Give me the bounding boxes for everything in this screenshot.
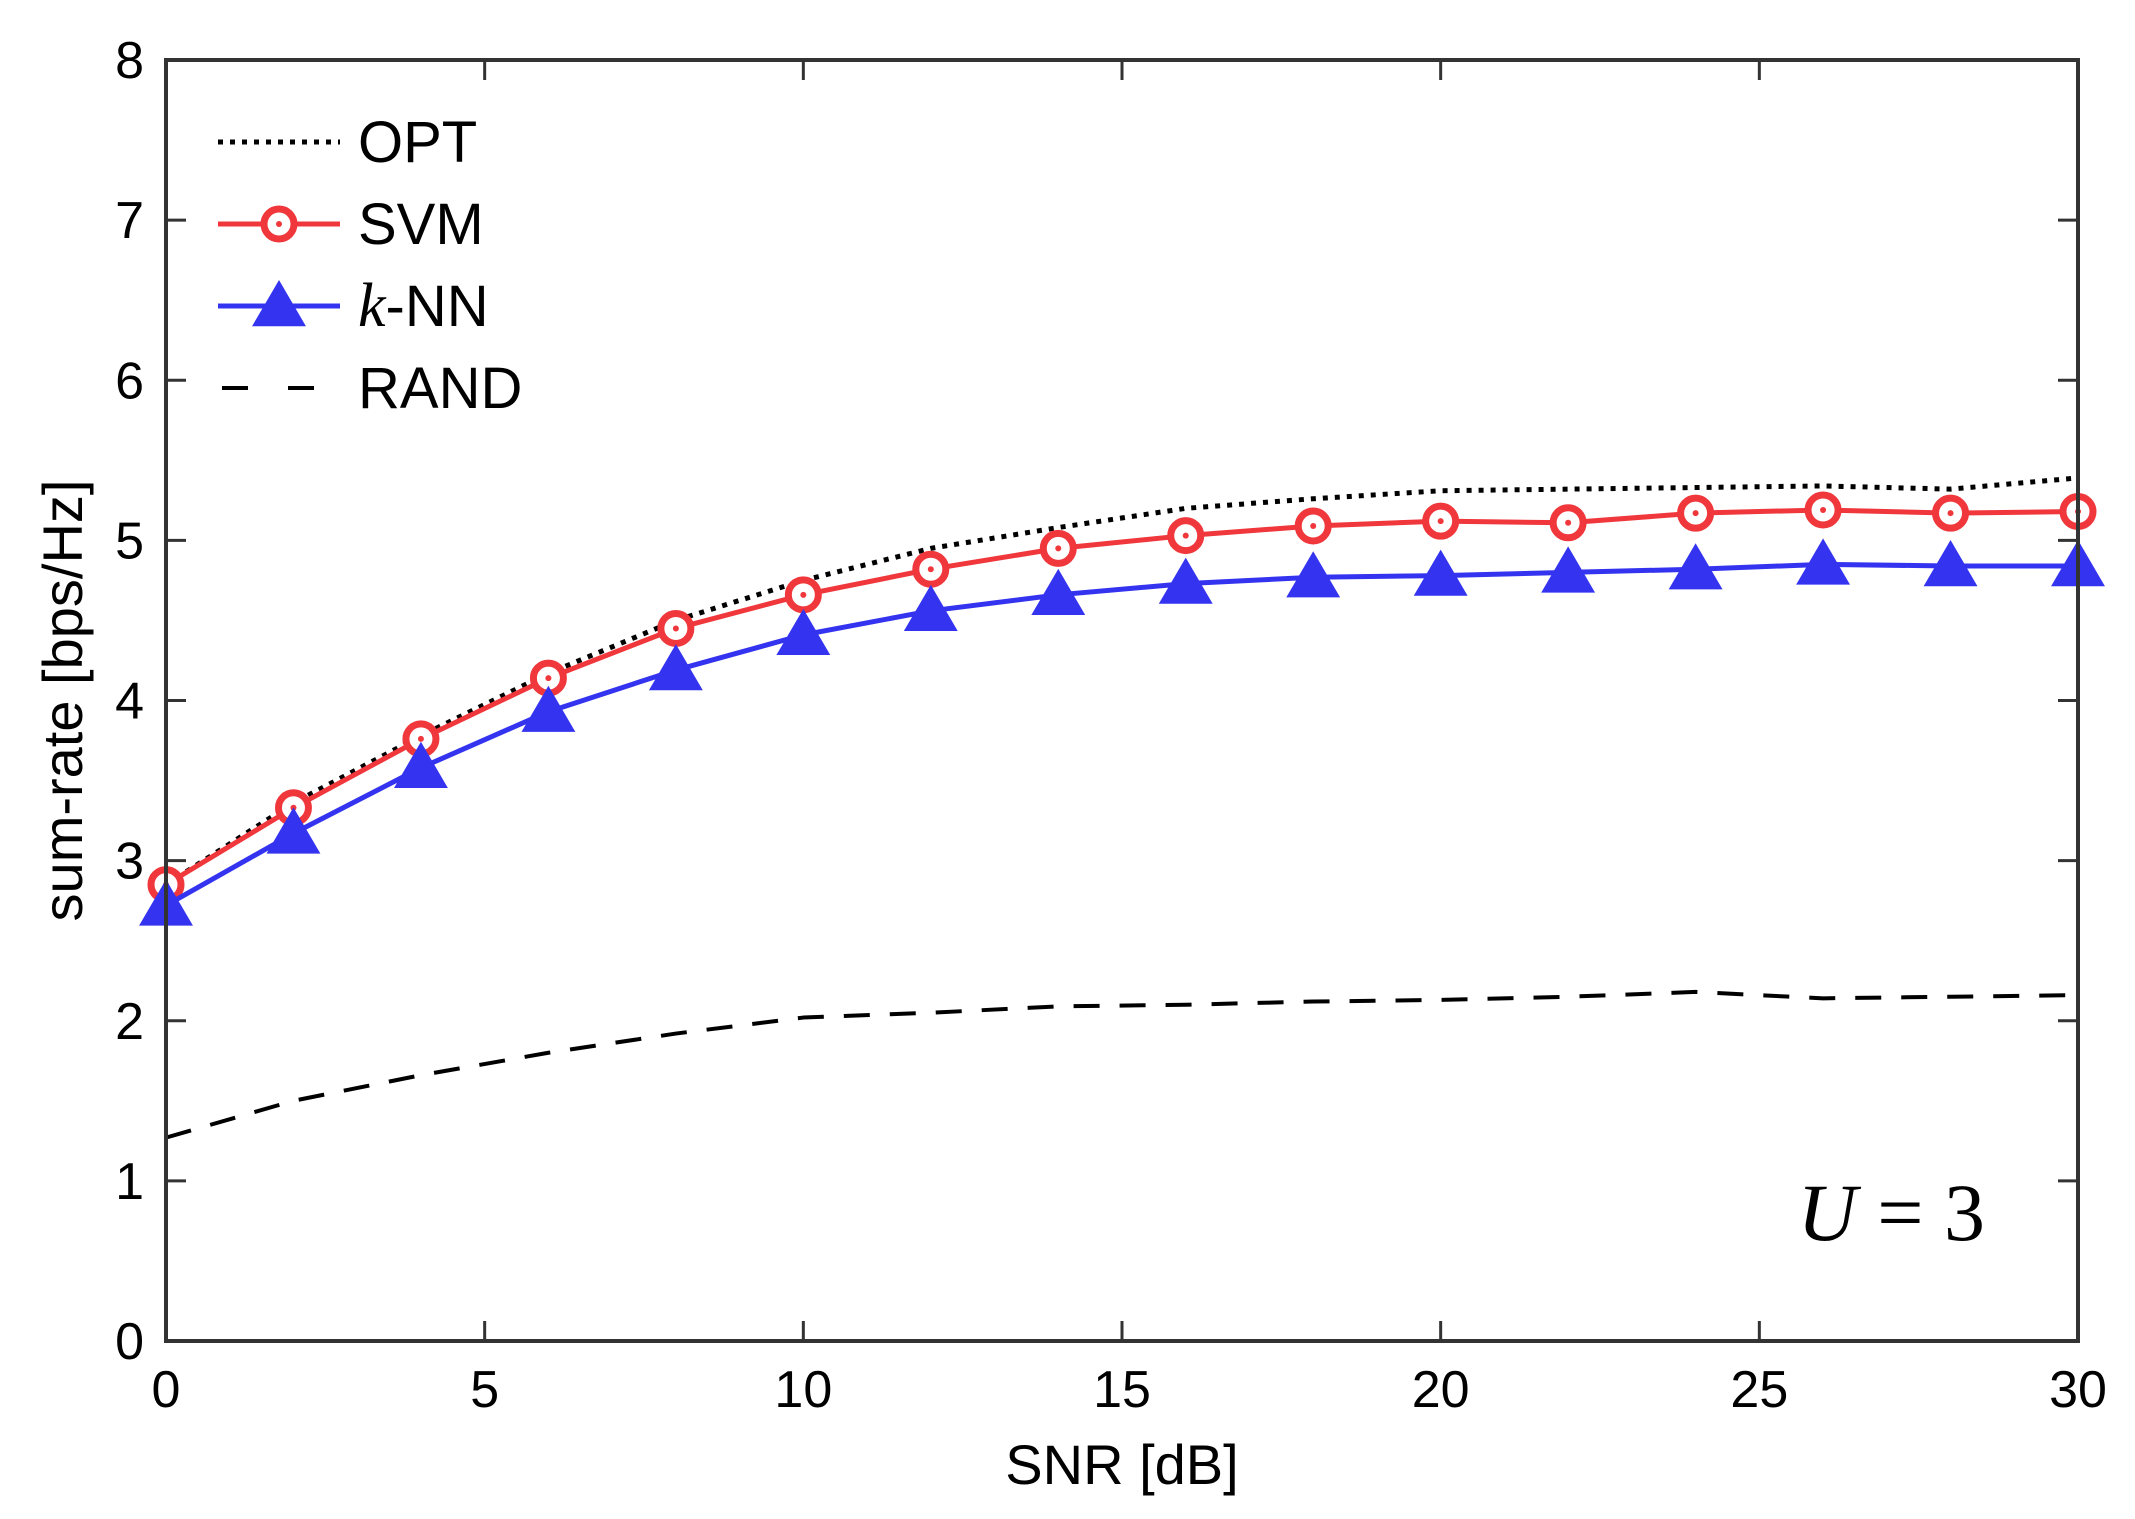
y-tick-label: 0 [115, 1313, 144, 1371]
data-point-marker-center [1310, 522, 1317, 529]
data-point-marker [1796, 538, 1851, 585]
data-point-marker-center [1437, 518, 1444, 525]
annotation-value: 3 [1944, 1167, 1985, 1258]
x-axis-label: SNR [dB] [1005, 1433, 1238, 1496]
series-line [165, 989, 2079, 1140]
legend-item: SVM [218, 192, 484, 257]
data-point-marker [903, 584, 958, 632]
data-point-marker [1158, 557, 1213, 604]
annotation-variable: U [1798, 1167, 1862, 1258]
y-axis-label: sum-rate [bps/Hz] [31, 480, 94, 922]
data-point-marker [521, 685, 576, 732]
data-point-marker-center [1692, 510, 1699, 517]
series-k-nn [139, 538, 2105, 926]
legend-item: RAND [222, 356, 522, 421]
data-point-marker [1668, 543, 1723, 590]
legend: OPT SVM k-NN RAND [218, 110, 522, 421]
data-point-marker-center [1820, 506, 1827, 513]
y-tick-label: 7 [115, 192, 144, 250]
legend-label: k-NN [358, 272, 489, 340]
legend-item: k-NN [218, 272, 489, 340]
y-tick-label: 3 [115, 833, 144, 891]
ticks-layer: 0 5 10 15 20 25 30 0 1 2 3 4 5 6 7 8 [115, 32, 2107, 1419]
data-point-marker [266, 807, 321, 854]
data-point-marker [648, 644, 703, 691]
x-tick-label: 25 [1730, 1361, 1788, 1419]
series-line [164, 561, 2078, 908]
series-opt [164, 475, 2079, 887]
y-tick-label: 4 [115, 673, 144, 731]
data-point-marker [1413, 549, 1468, 596]
data-point-marker [1923, 540, 1978, 587]
legend-item: OPT [218, 110, 477, 175]
data-point-marker-center [1947, 510, 1954, 517]
series-line [164, 475, 2079, 887]
y-tick-label: 2 [115, 993, 144, 1051]
data-point-marker-center [1055, 545, 1062, 552]
data-point-marker [776, 608, 831, 656]
series-rand [165, 989, 2079, 1140]
annotation-u-equals-3: U = 3 [1798, 1167, 1985, 1258]
legend-label: OPT [358, 110, 477, 175]
data-point-marker-center [927, 566, 934, 573]
data-point-marker [393, 741, 448, 788]
series-line [164, 507, 2079, 887]
data-point-marker [1541, 546, 1596, 593]
y-tick-label: 5 [115, 512, 144, 570]
legend-label-rest: -NN [386, 274, 489, 339]
y-tick-label: 8 [115, 32, 144, 90]
legend-label: SVM [358, 192, 484, 257]
y-tick-label: 6 [115, 352, 144, 410]
data-point-marker [1286, 551, 1341, 598]
data-point-marker-center [417, 735, 424, 742]
x-tick-label: 20 [1412, 1361, 1470, 1419]
x-tick-label: 5 [470, 1361, 499, 1419]
legend-label: RAND [358, 356, 522, 421]
y-tick-label: 1 [115, 1153, 144, 1211]
x-tick-label: 10 [774, 1361, 832, 1419]
annotation-equals: = [1857, 1167, 1944, 1258]
legend-label-italic: k [358, 272, 387, 340]
data-point-marker-center [1182, 532, 1189, 539]
data-point-marker-center [1565, 519, 1572, 526]
x-tick-label: 15 [1093, 1361, 1151, 1419]
data-point-marker-center [672, 625, 679, 632]
x-tick-label: 30 [2049, 1361, 2107, 1419]
data-point-marker-center [545, 675, 552, 682]
legend-marker [252, 280, 306, 327]
data-point-marker [1031, 568, 1086, 616]
legend-marker-center [276, 221, 282, 227]
x-tick-label: 0 [152, 1361, 181, 1419]
data-point-marker-center [800, 591, 807, 598]
